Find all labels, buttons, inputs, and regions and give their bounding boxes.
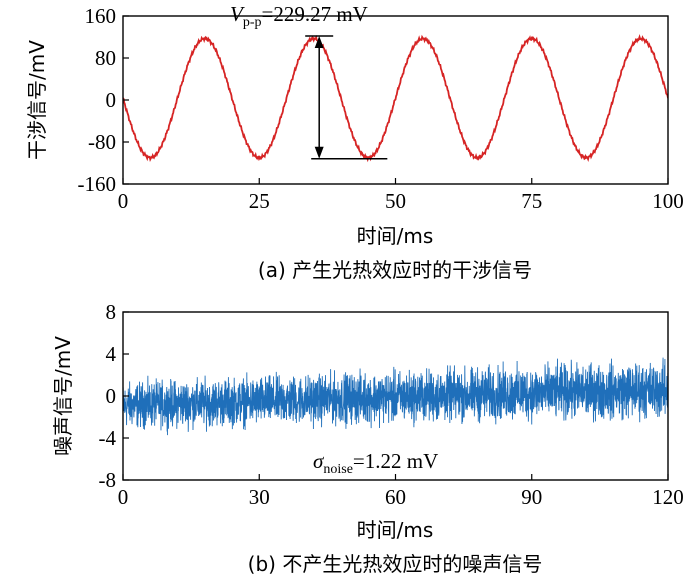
- y-tick-label: 80: [95, 46, 116, 70]
- panel-b: 0 30 60 90 120 8 4 0 -4 -8 σnoise=1.22 mV 时间/ms 噪…: [51, 300, 684, 576]
- sigma-label: σnoise=1.22 mV: [313, 449, 438, 477]
- y-tick-label: 0: [106, 88, 117, 112]
- y-tick-label: 4: [106, 342, 117, 366]
- y-tick-label: 8: [106, 300, 117, 324]
- caption-b: (b) 不产生光热效应时的噪声信号: [248, 552, 543, 576]
- x-axis-label-a: 时间/ms: [357, 224, 434, 248]
- sigma-value: =1.22 mV: [353, 449, 438, 473]
- y-tick-label: -80: [88, 130, 116, 154]
- caption-a: (a) 产生光热效应时的干涉信号: [258, 258, 532, 282]
- y-tick-label: -8: [99, 468, 117, 492]
- x-tick-label: 50: [385, 189, 406, 213]
- x-tick-label: 120: [652, 485, 684, 509]
- x-tick-label: 30: [249, 485, 270, 509]
- y-axis-label-a: 干涉信号/mV: [25, 40, 49, 160]
- y-tick-label: -160: [78, 172, 117, 196]
- sigma-subscript: noise: [323, 462, 353, 477]
- interference-signal-line: [123, 37, 668, 159]
- y-tick-label: 0: [106, 384, 117, 408]
- vpp-value: =229.27 mV: [262, 2, 368, 26]
- vpp-annotation: Vp-p=229.27 mV: [230, 2, 387, 159]
- vpp-subscript: p-p: [243, 15, 262, 30]
- x-tick-label: 75: [521, 189, 542, 213]
- panel-a: 0 25 50 75 100 160 80 0 -80 -160 Vp-p=229.27 mV 时…: [25, 2, 684, 282]
- x-tick-label: 60: [385, 485, 406, 509]
- x-tick-label: 0: [118, 485, 129, 509]
- x-tick-label: 90: [521, 485, 542, 509]
- x-tick-label: 0: [118, 189, 129, 213]
- x-axis-label-b: 时间/ms: [357, 518, 434, 542]
- y-tick-label: 160: [85, 4, 117, 28]
- x-tick-label: 100: [652, 189, 684, 213]
- y-axis-label-b: 噪声信号/mV: [51, 336, 75, 456]
- x-tick-label: 25: [249, 189, 270, 213]
- y-tick-label: -4: [99, 426, 117, 450]
- noise-signal-line: [123, 358, 668, 435]
- vpp-label: Vp-p=229.27 mV: [230, 2, 368, 30]
